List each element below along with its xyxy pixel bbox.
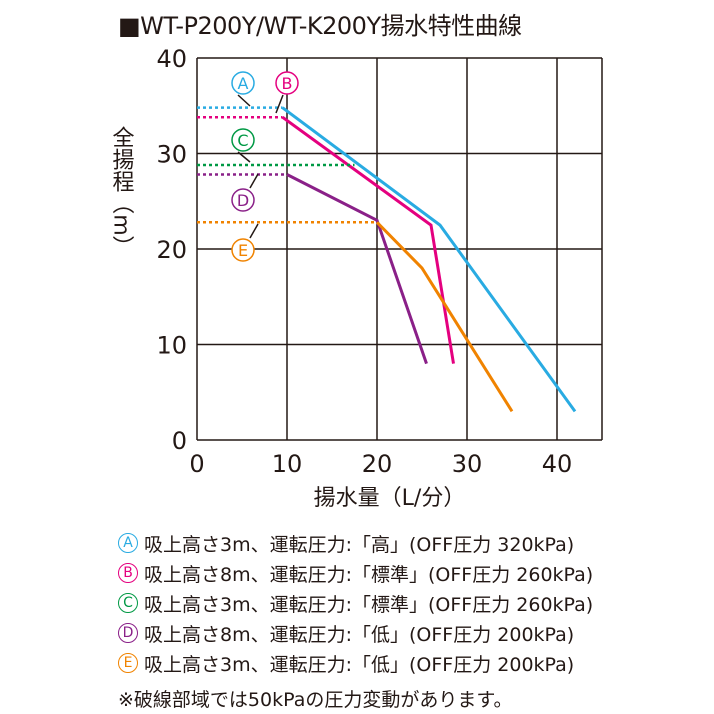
y-tick-label: 10 xyxy=(156,332,187,360)
badge-label-E: E xyxy=(238,241,248,260)
badge-circle-E xyxy=(231,238,255,262)
badge-label-C: C xyxy=(237,131,248,150)
series-line-A xyxy=(281,106,577,413)
legend-text: 吸上高さ8m、運転圧力:「標準」(OFF圧力 260kPa) xyxy=(144,563,594,586)
legend-text: 吸上高さ8m、運転圧力:「低」(OFF圧力 200kPa) xyxy=(144,623,575,646)
legend-item: E 吸上高さ3m、運転圧力:「低」(OFF圧力 200kPa) xyxy=(118,648,593,678)
legend-item: D 吸上高さ8m、運転圧力:「低」(OFF圧力 200kPa) xyxy=(118,618,593,648)
legend-badge: B xyxy=(118,563,138,583)
legend-item: C 吸上高さ3m、運転圧力:「標準」(OFF圧力 260kPa) xyxy=(118,588,593,618)
pump-curve-chart: 0 10 20 30 40 0 10 20 30 40 揚水量（L/分） 全揚程（m） A B C D E xyxy=(109,45,603,511)
x-tick-label: 0 xyxy=(189,450,204,478)
badge-label-A: A xyxy=(238,74,249,93)
y-tick-label: 20 xyxy=(156,236,187,264)
legend-badge: C xyxy=(118,593,138,613)
y-tick-label: 40 xyxy=(156,45,187,73)
y-tick-label: 30 xyxy=(156,141,187,169)
badge-arrow-4 xyxy=(249,223,259,239)
x-axis-label: 揚水量（L/分） xyxy=(314,486,466,511)
x-tick-label: 30 xyxy=(452,450,483,478)
x-tick-label: 10 xyxy=(272,450,303,478)
legend-badge: A xyxy=(118,533,138,553)
y-axis-label: 全揚程（m） xyxy=(109,126,135,257)
badge-circle-B xyxy=(275,71,299,95)
legend: A 吸上高さ3m、運転圧力:「高」(OFF圧力 320kPa) B 吸上高さ8m、運転… xyxy=(118,528,593,678)
series-line-E xyxy=(375,221,514,413)
x-tick-label: 20 xyxy=(362,450,393,478)
legend-text: 吸上高さ3m、運転圧力:「低」(OFF圧力 200kPa) xyxy=(144,653,575,676)
badge-circle-D xyxy=(231,188,255,212)
legend-badge: E xyxy=(118,653,138,673)
badge-arrow-0 xyxy=(237,94,251,107)
legend-text: 吸上高さ3m、運転圧力:「標準」(OFF圧力 260kPa) xyxy=(144,593,594,616)
series-line-B xyxy=(281,115,455,364)
legend-item: A 吸上高さ3m、運転圧力:「高」(OFF圧力 320kPa) xyxy=(118,528,593,558)
badge-label-D: D xyxy=(237,191,249,210)
chart-title: ■WT-P200Y/WT-K200Y揚水特性曲線 xyxy=(118,12,522,40)
legend-item: B 吸上高さ8m、運転圧力:「標準」(OFF圧力 260kPa) xyxy=(118,558,593,588)
badge-arrow-1 xyxy=(275,94,284,114)
badge-arrow-3 xyxy=(249,173,259,189)
series-line-D xyxy=(286,173,428,365)
x-tick-label: 40 xyxy=(542,450,573,478)
badge-label-B: B xyxy=(282,74,293,93)
footnote: ※破線部域では50kPaの圧力変動があります。 xyxy=(118,689,513,711)
badge-circle-C xyxy=(231,128,255,152)
legend-badge: D xyxy=(118,623,138,643)
badge-arrow-2 xyxy=(237,151,251,163)
y-tick-label: 0 xyxy=(172,427,187,455)
legend-text: 吸上高さ3m、運転圧力:「高」(OFF圧力 320kPa) xyxy=(144,533,575,556)
badge-circle-A xyxy=(231,71,255,95)
